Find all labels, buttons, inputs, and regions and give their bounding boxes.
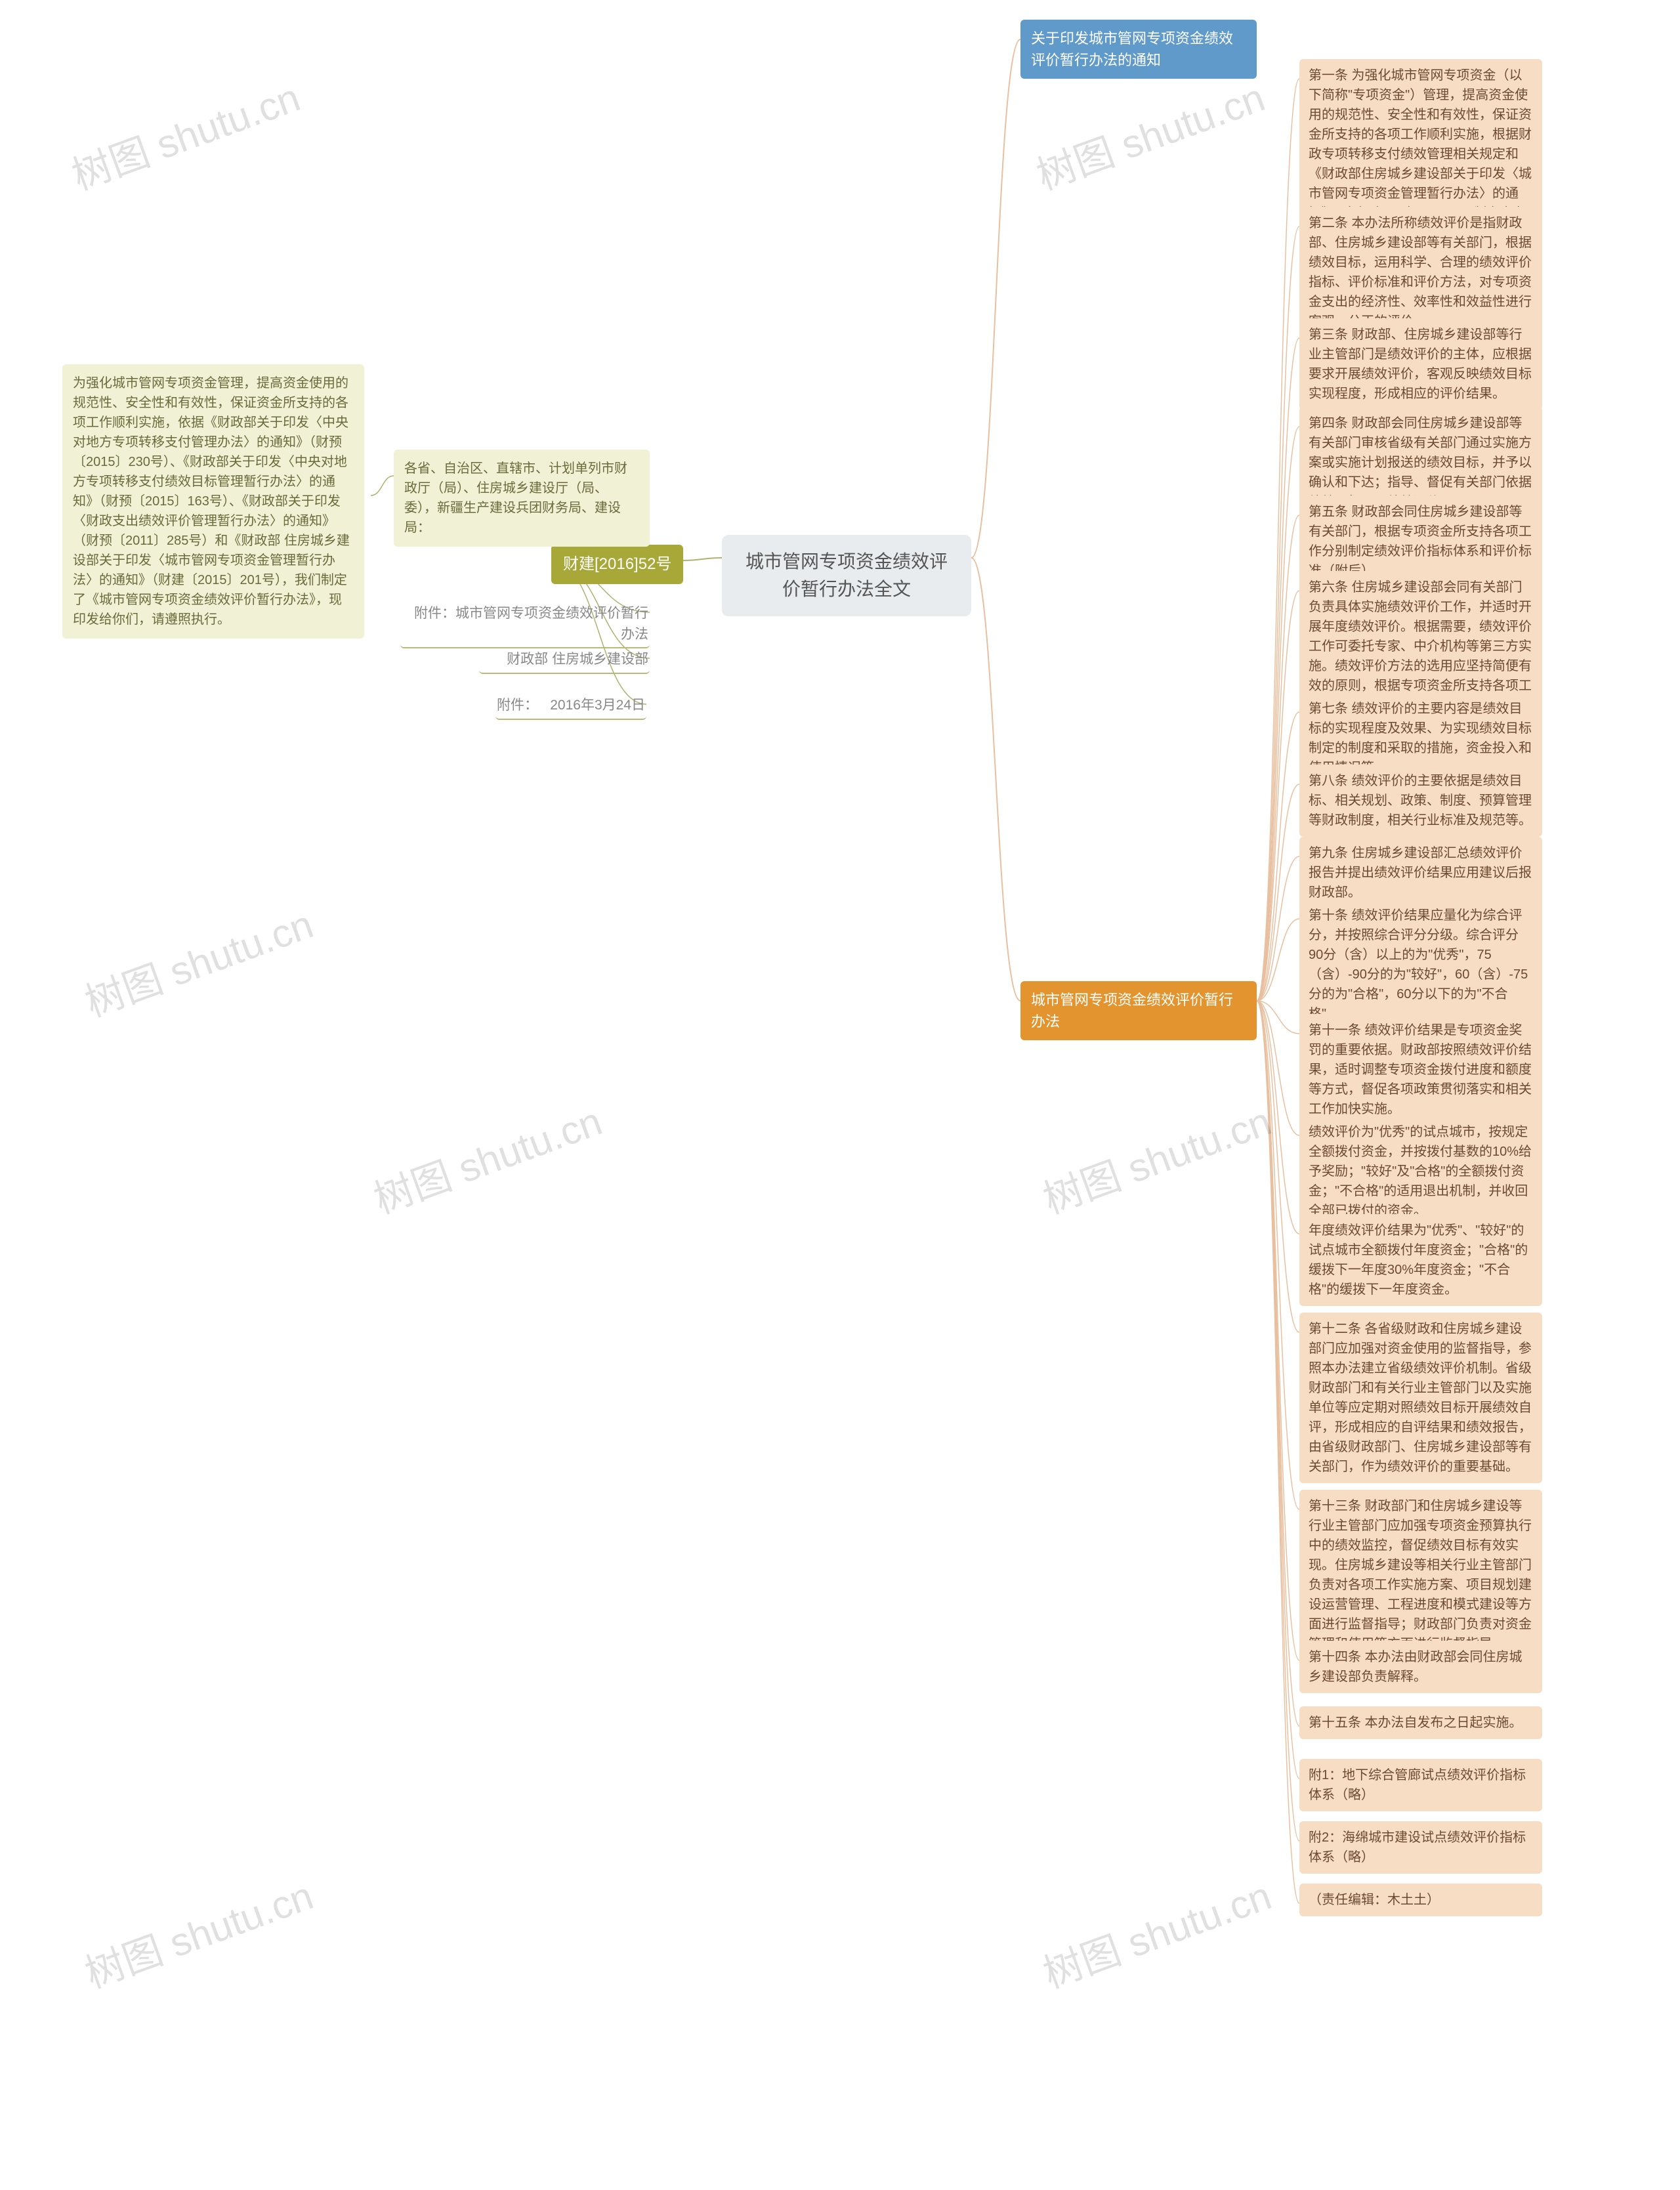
leaf-signers-text: 财政部 住房城乡建设部: [507, 652, 648, 667]
watermark: 树图 shutu.cn: [365, 1089, 608, 1225]
leaf-date: 附件： 2016年3月24日: [495, 692, 646, 720]
leaf-attachment-text: 附件：城市管网专项资金绩效评价暂行办法: [414, 606, 648, 642]
leaf-date-prefix: 附件：: [497, 695, 538, 716]
article-node: 第十四条 本办法由财政部会同住房城乡建设部负责解释。: [1299, 1641, 1542, 1693]
left-recipients: 各省、自治区、直辖市、计划单列市财政厅（局）、住房城乡建设厅（局、委），新疆生产…: [394, 450, 650, 547]
blue-label: 关于印发城市管网专项资金绩效评价暂行办法的通知: [1031, 30, 1233, 68]
article-node: 附2：海绵城市建设试点绩效评价指标体系（略）: [1299, 1821, 1542, 1874]
watermark: 树图 shutu.cn: [63, 66, 306, 201]
article-node: 年度绩效评价结果为"优秀"、"较好"的试点城市全额拨付年度资金；"合格"的缓拨下…: [1299, 1214, 1542, 1306]
left-branch-olive: 财建[2016]52号: [551, 545, 683, 584]
root-node: 城市管网专项资金绩效评价暂行办法全文: [722, 535, 971, 616]
watermark: 树图 shutu.cn: [76, 893, 320, 1028]
orange-label: 城市管网专项资金绩效评价暂行办法: [1031, 992, 1233, 1030]
root-title: 城市管网专项资金绩效评价暂行办法全文: [746, 551, 948, 599]
leaf-date-text: 2016年3月24日: [550, 698, 645, 713]
article-node: 第十条 绩效评价结果应量化为综合评分，并按照综合评分分级。综合评分90分（含）以…: [1299, 899, 1542, 1030]
watermark: 树图 shutu.cn: [1034, 1864, 1278, 1999]
right-branch-orange: 城市管网专项资金绩效评价暂行办法: [1020, 981, 1257, 1040]
article-node: （责任编辑：木土土）: [1299, 1884, 1542, 1916]
watermark: 树图 shutu.cn: [1028, 66, 1271, 201]
article-node: 第八条 绩效评价的主要依据是绩效目标、相关规划、政策、制度、预算管理等财政制度，…: [1299, 765, 1542, 837]
article-node: 第九条 住房城乡建设部汇总绩效评价报告并提出绩效评价结果应用建议后报财政部。: [1299, 837, 1542, 909]
article-node: 第十三条 财政部门和住房城乡建设等行业主管部门应加强专项资金预算执行中的绩效监控…: [1299, 1490, 1542, 1660]
leaf-signers: 财政部 住房城乡建设部: [479, 646, 650, 674]
article-node: 第十一条 绩效评价结果是专项资金奖罚的重要依据。财政部按照绩效评价结果，适时调整…: [1299, 1014, 1542, 1126]
article-node: 第十二条 各省级财政和住房城乡建设部门应加强对资金使用的监督指导，参照本办法建立…: [1299, 1313, 1542, 1483]
body-text: 为强化城市管网专项资金管理，提高资金使用的规范性、安全性和有效性，保证资金所支持…: [73, 376, 350, 627]
watermark: 树图 shutu.cn: [76, 1864, 320, 1999]
article-node: 第三条 财政部、住房城乡建设部等行业主管部门是绩效评价的主体，应根据要求开展绩效…: [1299, 318, 1542, 410]
left-body-box: 为强化城市管网专项资金管理，提高资金使用的规范性、安全性和有效性，保证资金所支持…: [62, 364, 364, 639]
olive-label: 财建[2016]52号: [563, 555, 671, 573]
leaf-attachment: 附件：城市管网专项资金绩效评价暂行办法: [400, 600, 650, 648]
watermark: 树图 shutu.cn: [1034, 1089, 1278, 1225]
article-node: 第十五条 本办法自发布之日起实施。: [1299, 1706, 1542, 1739]
recipients-text: 各省、自治区、直辖市、计划单列市财政厅（局）、住房城乡建设厅（局、委），新疆生产…: [404, 461, 627, 535]
right-branch-blue: 关于印发城市管网专项资金绩效评价暂行办法的通知: [1020, 20, 1257, 79]
article-node: 绩效评价为"优秀"的试点城市，按规定全额拨付资金，并按拨付基数的10%给予奖励；…: [1299, 1116, 1542, 1227]
article-node: 附1：地下综合管廊试点绩效评价指标体系（略）: [1299, 1759, 1542, 1811]
